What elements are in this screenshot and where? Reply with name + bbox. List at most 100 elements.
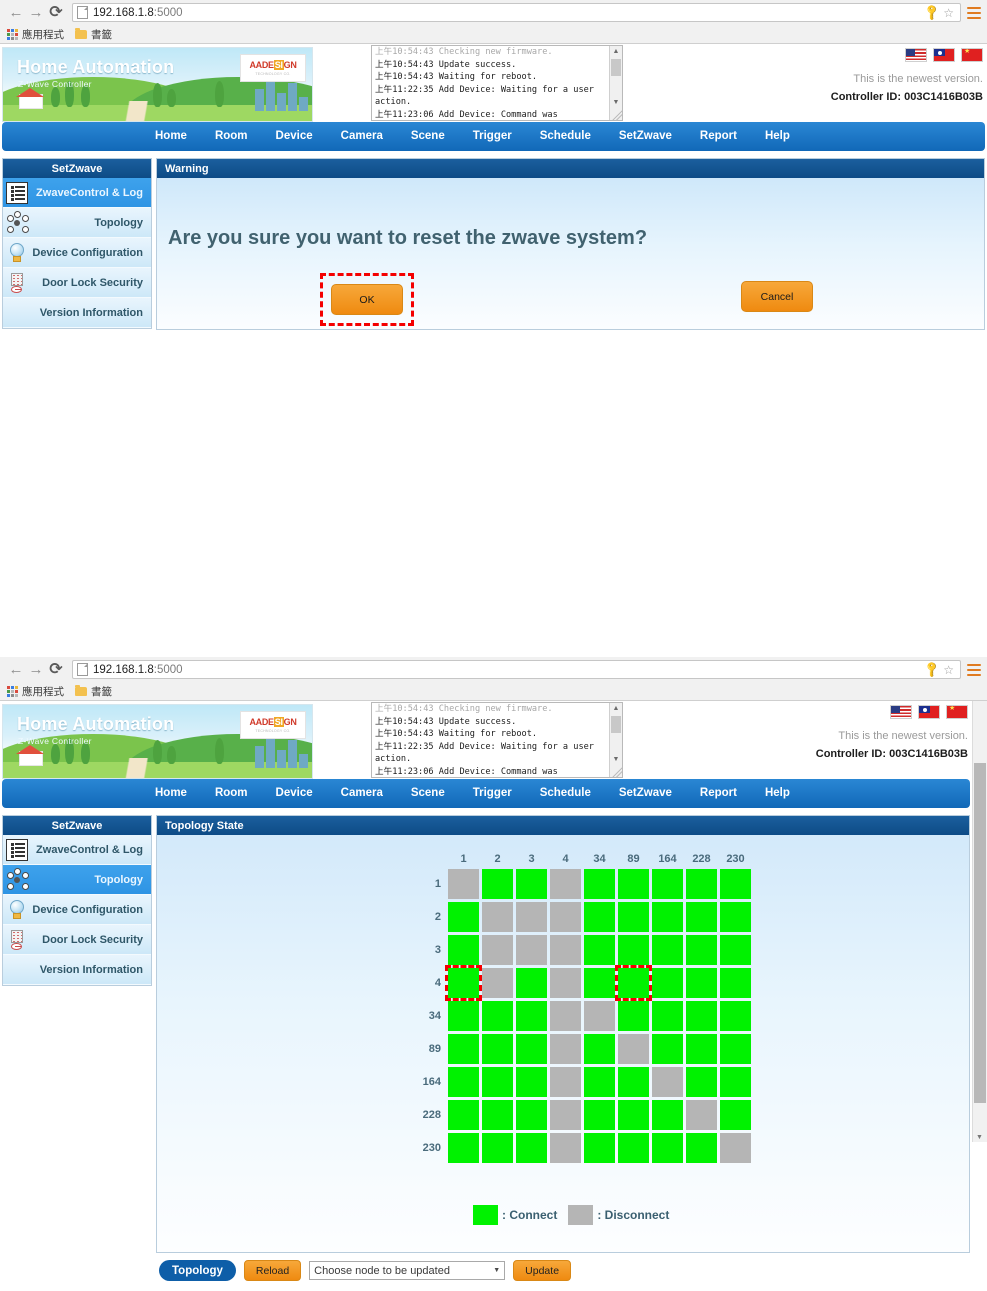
address-bar[interactable]: 192.168.1.8:5000 🔑 ☆	[72, 3, 961, 22]
sidebar-item-device-configuration[interactable]: Device Configuration	[3, 238, 151, 268]
topology-cell[interactable]	[618, 935, 649, 965]
topology-cell[interactable]	[618, 1001, 649, 1031]
apps-grid-icon[interactable]	[7, 28, 18, 40]
folder-icon[interactable]	[75, 27, 87, 39]
topology-cell[interactable]	[550, 1034, 581, 1064]
nav-item-setzwave[interactable]: SetZwave	[618, 130, 672, 142]
topology-cell[interactable]	[482, 935, 513, 965]
key-icon[interactable]: 🔑	[922, 3, 941, 22]
sidebar-item-zwavecontrol-log[interactable]: ZwaveControl & Log	[3, 835, 151, 865]
topology-cell[interactable]	[720, 1001, 751, 1031]
topology-cell[interactable]	[448, 1067, 479, 1097]
folder-icon[interactable]	[75, 684, 87, 696]
scroll-down-icon[interactable]: ▼	[612, 756, 620, 763]
topology-cell[interactable]	[652, 935, 683, 965]
topology-cell[interactable]	[618, 1034, 649, 1064]
star-icon[interactable]: ☆	[943, 662, 954, 677]
node-select[interactable]: Choose node to be updated ▼	[309, 1261, 506, 1280]
flag-cn-icon[interactable]	[946, 705, 968, 719]
topology-cell[interactable]	[482, 968, 513, 998]
topology-cell[interactable]	[686, 1034, 717, 1064]
topology-cell[interactable]	[584, 902, 615, 932]
topology-cell[interactable]	[686, 869, 717, 899]
cancel-button[interactable]: Cancel	[741, 281, 813, 312]
address-bar[interactable]: 192.168.1.8:5000 🔑 ☆	[72, 660, 961, 679]
topology-cell[interactable]	[445, 965, 482, 1001]
page-scroll-thumb[interactable]	[974, 763, 986, 1103]
topology-cell[interactable]	[550, 935, 581, 965]
log-scrollbar[interactable]: ▲ ▼	[609, 46, 622, 120]
topology-cell[interactable]	[618, 1100, 649, 1130]
topology-cell[interactable]	[482, 1100, 513, 1130]
log-scrollbar[interactable]: ▲ ▼	[609, 703, 622, 777]
topology-cell[interactable]	[482, 1067, 513, 1097]
topology-cell[interactable]	[550, 869, 581, 899]
topology-tab-button[interactable]: Topology	[159, 1260, 236, 1281]
forward-arrow-icon[interactable]: →	[28, 661, 44, 678]
page-scroll-down-icon[interactable]: ▼	[976, 1134, 983, 1141]
nav-item-camera[interactable]: Camera	[340, 787, 383, 799]
topology-cell[interactable]	[652, 869, 683, 899]
topology-cell[interactable]	[686, 935, 717, 965]
topology-cell[interactable]	[448, 1034, 479, 1064]
sidebar-item-topology[interactable]: Topology	[3, 865, 151, 895]
nav-item-help[interactable]: Help	[764, 130, 790, 142]
sidebar-item-topology[interactable]: Topology	[3, 208, 151, 238]
back-arrow-icon[interactable]: ←	[8, 661, 24, 678]
reload-icon[interactable]: ⟳	[49, 660, 63, 678]
topology-cell[interactable]	[720, 935, 751, 965]
flag-tw-icon[interactable]	[933, 48, 955, 62]
topology-cell[interactable]	[516, 1067, 547, 1097]
topology-cell[interactable]	[618, 902, 649, 932]
topology-cell[interactable]	[516, 968, 547, 998]
topology-cell[interactable]	[448, 1001, 479, 1031]
topology-cell[interactable]	[516, 1034, 547, 1064]
topology-cell[interactable]	[720, 1034, 751, 1064]
topology-cell[interactable]	[550, 1067, 581, 1097]
scroll-thumb[interactable]	[611, 716, 621, 733]
apps-grid-icon[interactable]	[7, 685, 18, 697]
resize-grip-icon[interactable]	[611, 766, 622, 777]
reload-icon[interactable]: ⟳	[49, 3, 63, 21]
scroll-thumb[interactable]	[611, 59, 621, 76]
topology-cell[interactable]	[516, 1100, 547, 1130]
topology-cell[interactable]	[448, 1100, 479, 1130]
event-log-box[interactable]: 上午10:54:43 Checking new firmware. 上午10:5…	[371, 45, 623, 121]
topology-cell[interactable]	[584, 1034, 615, 1064]
flag-us-icon[interactable]	[890, 705, 912, 719]
topology-cell[interactable]	[618, 1133, 649, 1163]
topology-cell[interactable]	[584, 1067, 615, 1097]
topology-cell[interactable]	[448, 869, 479, 899]
bookmark-apps[interactable]: 應用程式	[22, 685, 64, 698]
forward-arrow-icon[interactable]: →	[28, 4, 44, 21]
topology-cell[interactable]	[516, 1133, 547, 1163]
topology-cell[interactable]	[720, 1100, 751, 1130]
update-button[interactable]: Update	[513, 1260, 572, 1281]
nav-item-schedule[interactable]: Schedule	[539, 130, 591, 142]
nav-item-home[interactable]: Home	[155, 130, 187, 142]
topology-cell[interactable]	[584, 1133, 615, 1163]
nav-item-device[interactable]: Device	[275, 787, 313, 799]
topology-cell[interactable]	[686, 902, 717, 932]
sidebar-item-zwavecontrol-log[interactable]: ZwaveControl & Log	[3, 178, 151, 208]
hamburger-menu-icon[interactable]	[967, 6, 981, 19]
resize-grip-icon[interactable]	[611, 109, 622, 120]
topology-cell[interactable]	[652, 902, 683, 932]
flag-tw-icon[interactable]	[918, 705, 940, 719]
topology-cell[interactable]	[652, 968, 683, 998]
flag-cn-icon[interactable]	[961, 48, 983, 62]
topology-cell[interactable]	[720, 1133, 751, 1163]
topology-cell[interactable]	[482, 869, 513, 899]
topology-cell[interactable]	[550, 1001, 581, 1031]
scroll-down-icon[interactable]: ▼	[612, 99, 620, 106]
topology-cell[interactable]	[615, 965, 652, 1001]
sidebar-item-version-information[interactable]: Version Information	[3, 298, 151, 328]
nav-item-home[interactable]: Home	[155, 787, 187, 799]
topology-cell[interactable]	[686, 1133, 717, 1163]
topology-cell[interactable]	[720, 869, 751, 899]
topology-cell[interactable]	[584, 968, 615, 998]
topology-cell[interactable]	[652, 1001, 683, 1031]
topology-cell[interactable]	[652, 1133, 683, 1163]
nav-item-help[interactable]: Help	[764, 787, 790, 799]
topology-cell[interactable]	[482, 1001, 513, 1031]
